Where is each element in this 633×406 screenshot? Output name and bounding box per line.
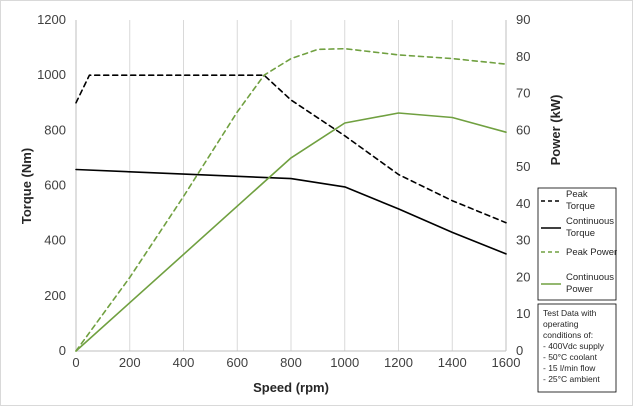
legend-label-peak-torque-2: Torque xyxy=(566,201,595,212)
y-right-axis-title: Power (kW) xyxy=(548,95,563,166)
note-line-7: - 25°C ambient xyxy=(543,374,600,384)
tick-labels: 0 200 400 600 800 1000 1200 1400 160002004006008… xyxy=(37,12,530,370)
legend-box xyxy=(537,187,617,301)
note-line-3: conditions of: xyxy=(543,330,593,340)
note-line-5: - 50°C coolant xyxy=(543,352,598,362)
y-left-tick-label: 200 xyxy=(44,288,66,303)
y-left-axis-title: Torque (Nm) xyxy=(19,148,34,224)
series-line-peak-torque xyxy=(75,74,507,224)
series-line-continuous-torque xyxy=(75,168,507,255)
y-right-tick-label: 70 xyxy=(516,86,530,101)
legend-label-continuous-power-1: Continuous xyxy=(566,272,614,283)
series-line-continuous-power xyxy=(75,112,507,352)
series-lines xyxy=(75,47,507,352)
legend: Peak Torque Continuous Torque Peak Power… xyxy=(537,187,617,301)
x-tick-label: 600 xyxy=(226,355,248,370)
y-right-tick-label: 80 xyxy=(516,49,530,64)
series-line-peak-power xyxy=(75,47,507,352)
x-tick-label: 800 xyxy=(280,355,302,370)
note-box xyxy=(537,303,617,393)
y-right-tick-label: 60 xyxy=(516,122,530,137)
y-left-tick-label: 800 xyxy=(44,122,66,137)
y-right-tick-label: 10 xyxy=(516,306,530,321)
legend-label-continuous-torque-2: Torque xyxy=(566,228,595,239)
y-right-tick-label: 30 xyxy=(516,233,530,248)
legend-label-peak-torque-1: Peak xyxy=(566,189,588,200)
note-line-4: - 400Vdc supply xyxy=(543,341,605,351)
y-left-tick-label: 1200 xyxy=(37,12,66,27)
y-right-tick-label: 0 xyxy=(516,343,523,358)
y-right-tick-label: 50 xyxy=(516,159,530,174)
y-left-tick-label: 0 xyxy=(59,343,66,358)
y-left-tick-label: 600 xyxy=(44,178,66,193)
note-line-6: - 15 l/min flow xyxy=(543,363,596,373)
x-tick-label: 1000 xyxy=(330,355,359,370)
legend-label-continuous-torque-1: Continuous xyxy=(566,216,614,227)
x-tick-label: 0 xyxy=(72,355,79,370)
x-axis-title: Speed (rpm) xyxy=(253,380,329,395)
y-left-tick-label: 1000 xyxy=(37,67,66,82)
axes xyxy=(75,20,507,352)
x-tick-label: 200 xyxy=(119,355,141,370)
legend-label-peak-power: Peak Power xyxy=(566,247,617,258)
x-tick-label: 1400 xyxy=(438,355,467,370)
test-conditions-note: Test Data with operating conditions of: … xyxy=(537,303,617,393)
note-line-2: operating xyxy=(543,319,579,329)
x-tick-label: 400 xyxy=(173,355,195,370)
legend-label-continuous-power-2: Power xyxy=(566,284,593,295)
y-left-tick-label: 400 xyxy=(44,233,66,248)
x-tick-label: 1200 xyxy=(384,355,413,370)
y-right-tick-label: 20 xyxy=(516,269,530,284)
note-line-1: Test Data with xyxy=(543,308,597,318)
x-tick-label: 1600 xyxy=(492,355,521,370)
y-right-tick-label: 40 xyxy=(516,196,530,211)
grid-lines xyxy=(129,20,507,351)
y-right-tick-label: 90 xyxy=(516,12,530,27)
